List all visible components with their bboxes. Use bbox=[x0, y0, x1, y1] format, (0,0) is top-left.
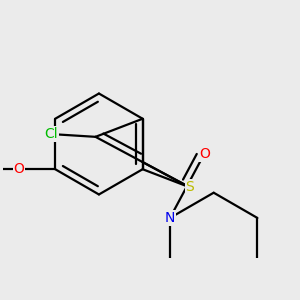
Text: N: N bbox=[165, 211, 175, 225]
Text: Cl: Cl bbox=[44, 127, 58, 141]
Text: O: O bbox=[14, 162, 24, 176]
Text: S: S bbox=[185, 180, 194, 194]
Text: O: O bbox=[199, 147, 210, 161]
